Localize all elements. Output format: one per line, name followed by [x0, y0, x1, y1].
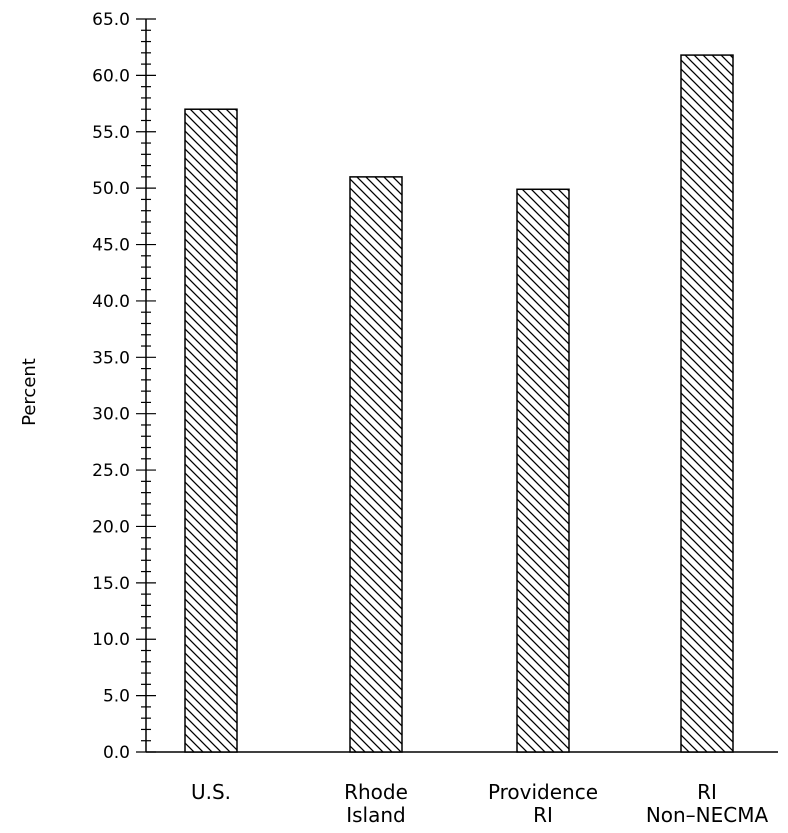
x-category-label: RI	[697, 780, 717, 804]
x-category-label: Island	[346, 803, 406, 827]
y-tick-label: 55.0	[92, 123, 130, 143]
y-tick-label: 25.0	[92, 461, 130, 481]
y-tick-label: 5.0	[103, 687, 130, 707]
x-category-label: RI	[533, 803, 553, 827]
y-tick-label: 45.0	[92, 236, 130, 256]
y-tick-label: 20.0	[92, 517, 130, 537]
y-axis-title: Percent	[19, 358, 40, 426]
x-category-label: U.S.	[191, 780, 231, 804]
y-tick-label: 30.0	[92, 405, 130, 425]
y-tick-label: 65.0	[92, 10, 130, 30]
bar	[517, 189, 569, 752]
y-tick-label: 10.0	[92, 630, 130, 650]
bar	[681, 55, 733, 752]
bar	[185, 109, 237, 752]
x-category-label: Providence	[488, 780, 598, 804]
y-tick-label: 40.0	[92, 292, 130, 312]
y-tick-label: 50.0	[92, 179, 130, 199]
bar	[350, 177, 402, 752]
y-tick-label: 60.0	[92, 66, 130, 86]
bars	[185, 55, 733, 752]
x-category-label: Rhode	[344, 780, 408, 804]
y-tick-label: 35.0	[92, 348, 130, 368]
x-category-label: Non–NECMA	[646, 803, 769, 827]
y-tick-label: 15.0	[92, 574, 130, 594]
y-tick-label: 0.0	[103, 743, 130, 763]
